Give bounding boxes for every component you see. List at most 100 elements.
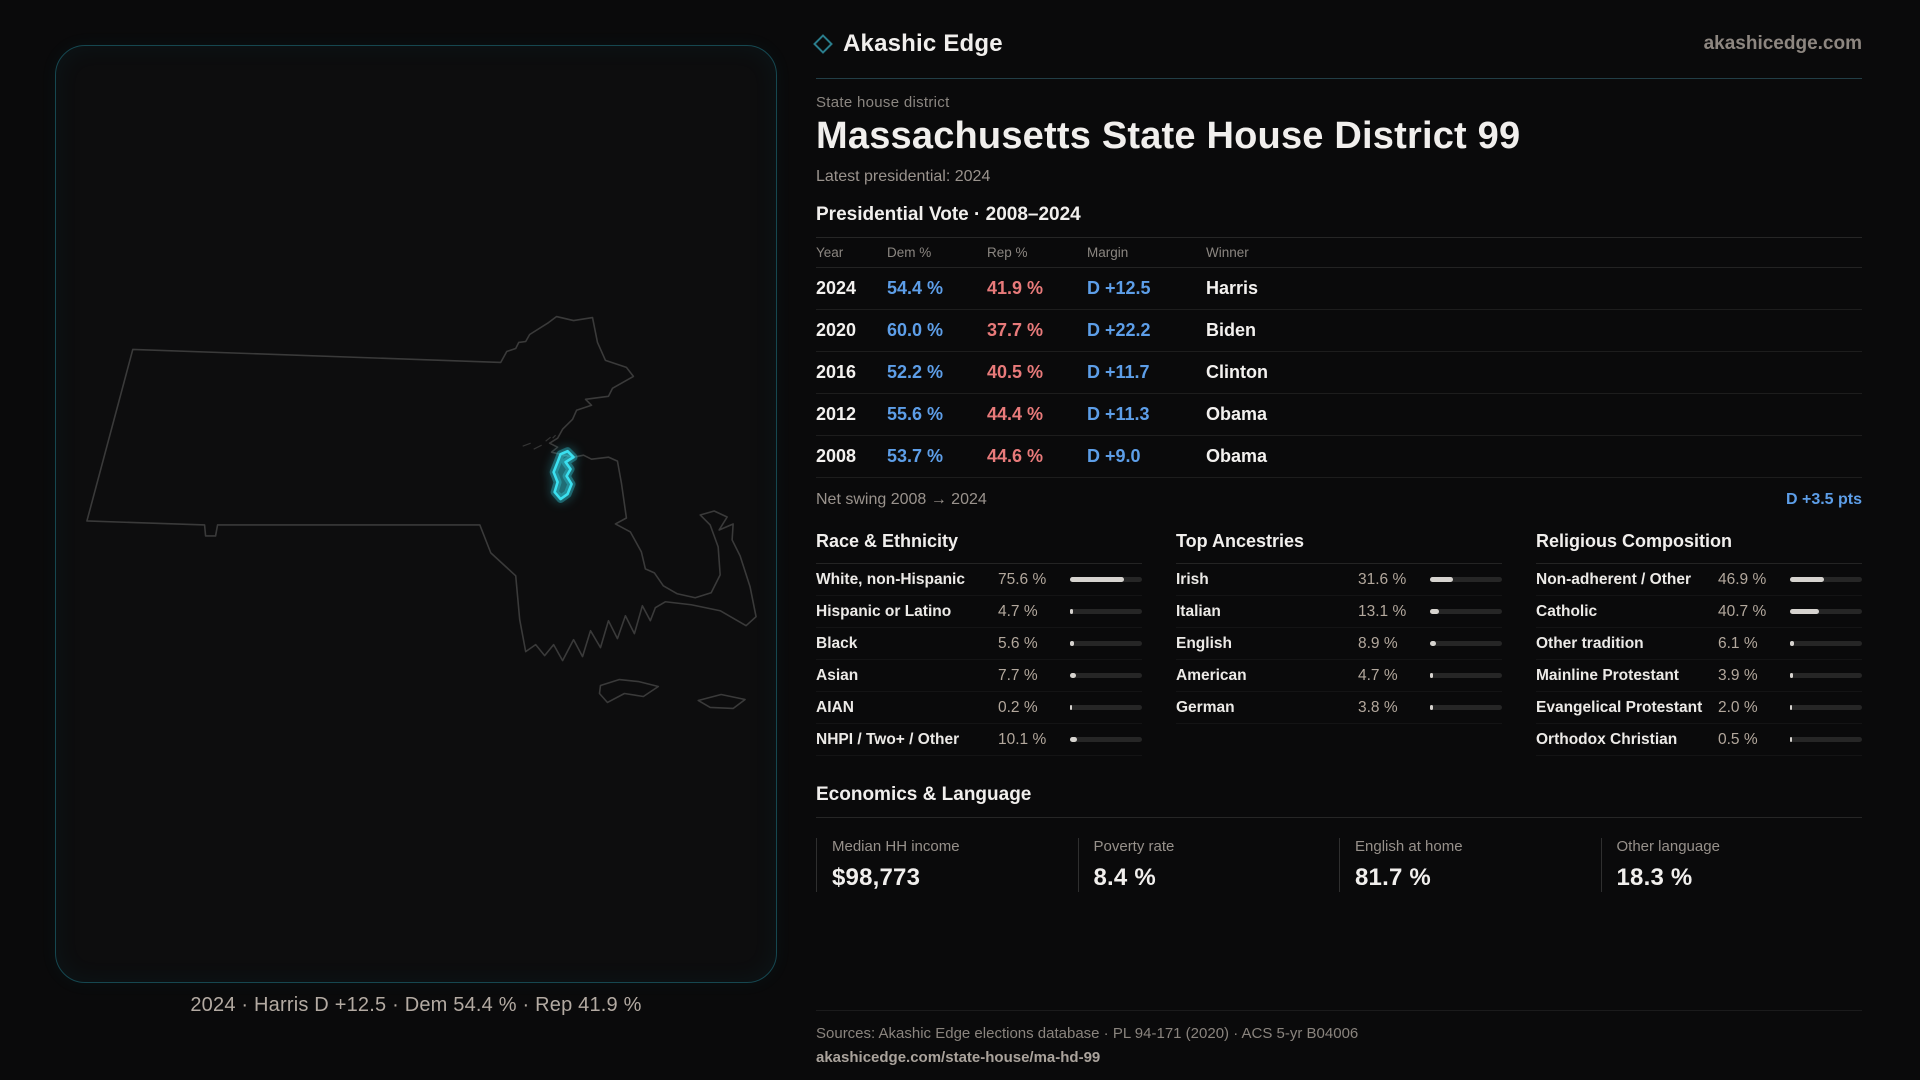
marthas-vineyard-outline xyxy=(598,678,660,704)
vote-dem-pct: 52.2 % xyxy=(887,362,944,382)
demographic-bar xyxy=(1790,737,1862,742)
vote-rep-pct: 44.6 % xyxy=(987,446,1044,466)
highlighted-district[interactable] xyxy=(549,447,578,504)
demographic-value: 3.8 % xyxy=(1358,698,1398,716)
demographic-label: NHPI / Two+ / Other xyxy=(816,730,960,748)
demographic-label: Italian xyxy=(1176,602,1221,620)
stat-value: 18.3 % xyxy=(1616,864,1693,891)
demographic-bar xyxy=(1790,641,1862,646)
demographic-value: 2.0 % xyxy=(1718,698,1758,716)
demographic-label: Orthodox Christian xyxy=(1536,730,1678,748)
demographics-row: American 4.7 % xyxy=(1176,660,1502,692)
vote-dem-pct: 60.0 % xyxy=(887,320,944,340)
state-outline xyxy=(86,315,757,662)
vote-winner: Harris xyxy=(1206,278,1259,298)
demographics-row: Mainline Protestant 3.9 % xyxy=(1536,660,1862,692)
net-swing-value: D +3.5 pts xyxy=(1785,491,1862,508)
demographic-bar-fill xyxy=(1070,609,1074,614)
vote-dem-pct: 54.4 % xyxy=(887,278,944,298)
demographic-label: Non-adherent / Other xyxy=(1536,570,1692,588)
demographic-label: Black xyxy=(816,634,858,652)
demographic-label: German xyxy=(1176,698,1235,716)
stat-card: Poverty rate 8.4 % xyxy=(1077,838,1340,892)
demographic-bar-fill xyxy=(1430,577,1453,582)
demographic-bar-fill xyxy=(1070,641,1074,646)
demographic-bar xyxy=(1790,609,1862,614)
demographic-value: 8.9 % xyxy=(1358,634,1398,652)
stat-value: $98,773 xyxy=(832,864,921,891)
demographics-row: Italian 13.1 % xyxy=(1176,596,1502,628)
demographic-label: Catholic xyxy=(1536,602,1598,620)
demographic-value: 10.1 % xyxy=(998,730,1047,748)
vote-table-row: 2008 53.7 % 44.6 % D +9.0 Obama xyxy=(816,436,1862,478)
vote-table-row: 2024 54.4 % 41.9 % D +12.5 Harris xyxy=(816,268,1862,310)
vote-table-title: Presidential Vote · 2008–2024 xyxy=(816,204,1862,238)
demographic-label: Hispanic or Latino xyxy=(816,602,952,620)
demographics-row: Irish 31.6 % xyxy=(1176,564,1502,596)
vote-table-row: 2016 52.2 % 40.5 % D +11.7 Clinton xyxy=(816,352,1862,394)
demographic-bar xyxy=(1070,705,1142,710)
district-map-panel xyxy=(55,45,777,983)
page-title: Massachusetts State House District 99 xyxy=(816,115,1521,157)
brand: Akashic Edge xyxy=(813,30,1003,58)
demographic-value: 40.7 % xyxy=(1718,602,1767,620)
demographic-bar xyxy=(1070,641,1142,646)
demographic-bar xyxy=(1790,673,1862,678)
demographics-row: Orthodox Christian 0.5 % xyxy=(1536,724,1862,756)
demographic-label: Asian xyxy=(816,666,859,684)
demographic-bar-fill xyxy=(1070,577,1125,582)
massachusetts-map xyxy=(86,315,757,710)
vote-year: 2008 xyxy=(816,446,857,466)
demographics-row: German 3.8 % xyxy=(1176,692,1502,724)
vote-winner: Obama xyxy=(1206,404,1268,424)
vote-table-header: Year Dem % Rep % Margin Winner xyxy=(816,238,1862,268)
demographic-bar-fill xyxy=(1430,673,1434,678)
demographic-value: 75.6 % xyxy=(998,570,1047,588)
vote-table-row: 2020 60.0 % 37.7 % D +22.2 Biden xyxy=(816,310,1862,352)
demographics-row: English 8.9 % xyxy=(1176,628,1502,660)
demographics-column: Top Ancestries Irish 31.6 % Italian 13.1 % En… xyxy=(1176,531,1502,756)
demographic-bar-fill xyxy=(1430,705,1433,710)
footer-sources: Sources: Akashic Edge elections database… xyxy=(816,1025,1359,1042)
demographic-label: Irish xyxy=(1176,570,1209,588)
stat-card: Other language 18.3 % xyxy=(1600,838,1863,892)
demographic-bar xyxy=(1430,673,1502,678)
demographics-row: Other tradition 6.1 % xyxy=(1536,628,1862,660)
vote-table-body: 2024 54.4 % 41.9 % D +12.5 Harris 2020 60.0 % 3… xyxy=(816,268,1862,478)
demographic-bar xyxy=(1070,577,1142,582)
brand-domain-link[interactable]: akashicedge.com xyxy=(1703,33,1862,54)
vote-margin: D +11.7 xyxy=(1087,362,1150,382)
demographics-column: Religious Composition Non-adherent / Othe… xyxy=(1536,531,1862,756)
vote-year: 2020 xyxy=(816,320,857,340)
col-rep: Rep % xyxy=(987,245,1028,260)
demographic-bar-fill xyxy=(1430,641,1437,646)
demographic-bar-fill xyxy=(1790,577,1824,582)
demographics-row: AIAN 0.2 % xyxy=(816,692,1142,724)
demographic-value: 31.6 % xyxy=(1358,570,1407,588)
demographics-row: Catholic 40.7 % xyxy=(1536,596,1862,628)
vote-dem-pct: 53.7 % xyxy=(887,446,944,466)
col-year: Year xyxy=(816,245,844,260)
stat-card: English at home 81.7 % xyxy=(1339,838,1601,892)
demographic-label: American xyxy=(1176,666,1247,684)
demographics-row: Non-adherent / Other 46.9 % xyxy=(1536,564,1862,596)
content-column: Akashic Edge akashicedge.com State house… xyxy=(813,30,1862,1066)
demographic-bar-fill xyxy=(1790,705,1792,710)
vote-rep-pct: 37.7 % xyxy=(987,320,1044,340)
demographic-bar xyxy=(1430,609,1502,614)
vote-margin: D +22.2 xyxy=(1087,320,1151,340)
demographic-bar-fill xyxy=(1790,609,1820,614)
header: Akashic Edge akashicedge.com xyxy=(813,30,1862,79)
demographics-column-title: Race & Ethnicity xyxy=(816,531,1142,564)
demographics-row: Evangelical Protestant 2.0 % xyxy=(1536,692,1862,724)
vote-rep-pct: 40.5 % xyxy=(987,362,1044,382)
demographic-value: 0.2 % xyxy=(998,698,1038,716)
demographic-bar xyxy=(1430,705,1502,710)
demographic-label: Mainline Protestant xyxy=(1536,666,1679,684)
net-swing-label: Net swing 2008 → 2024 xyxy=(816,491,987,508)
diamond-icon xyxy=(813,34,833,54)
economics-stats: Median HH income $98,773 Poverty rate 8.4 %… xyxy=(816,838,1862,892)
footer-permalink-link[interactable]: akashicedge.com/state-house/ma-hd-99 xyxy=(816,1049,1101,1066)
vote-winner: Biden xyxy=(1206,320,1257,340)
demographic-bar xyxy=(1070,673,1142,678)
